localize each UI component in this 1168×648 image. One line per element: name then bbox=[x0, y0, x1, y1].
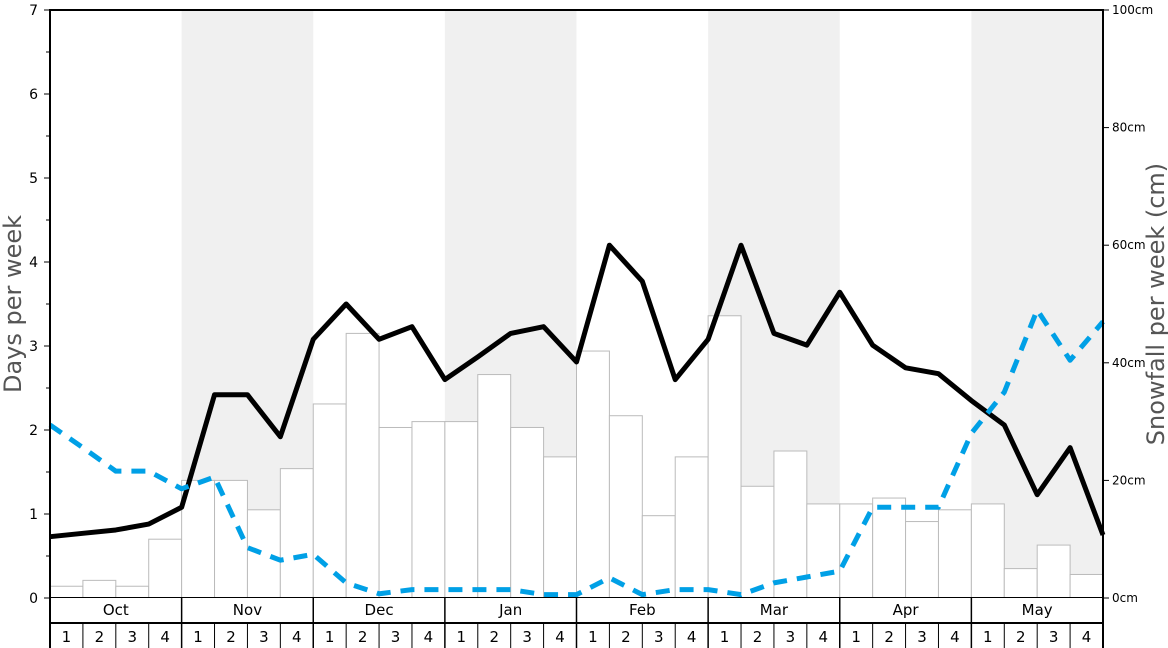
y-tick-label: 0 bbox=[29, 591, 38, 607]
snowfall-bar bbox=[641, 515, 676, 599]
week-label: 1 bbox=[983, 628, 993, 646]
snowfall-bar bbox=[345, 332, 380, 599]
snowfall-bar bbox=[115, 585, 150, 599]
month-label: Feb bbox=[629, 601, 656, 619]
y-tick-label: 7 bbox=[29, 3, 38, 19]
y2-tick-label: 20cm bbox=[1112, 473, 1146, 487]
snowfall-bar bbox=[905, 521, 939, 599]
week-label: 3 bbox=[917, 628, 927, 646]
month-label: Mar bbox=[760, 601, 789, 619]
snowfall-bar bbox=[411, 421, 446, 599]
snowfall-bar bbox=[970, 503, 1005, 599]
week-label: 2 bbox=[884, 628, 894, 646]
week-label: 1 bbox=[588, 628, 598, 646]
snowfall-bar bbox=[937, 509, 972, 599]
solid-series-line bbox=[49, 242, 1106, 540]
dashed-series-line bbox=[48, 307, 1105, 598]
week-label: 2 bbox=[621, 628, 631, 646]
week-label: 3 bbox=[391, 628, 401, 646]
week-label: 1 bbox=[457, 628, 467, 646]
week-label: 3 bbox=[786, 628, 796, 646]
y-tick-label: 5 bbox=[29, 171, 38, 187]
week-label: 2 bbox=[358, 628, 368, 646]
snowfall-bar bbox=[543, 456, 577, 599]
week-label: 3 bbox=[654, 628, 664, 646]
snowfall-bar bbox=[1036, 544, 1071, 599]
week-label: 2 bbox=[753, 628, 763, 646]
y-tick-label: 1 bbox=[29, 507, 38, 523]
y-axis-label: Days per week bbox=[0, 215, 27, 393]
week-label: 3 bbox=[259, 628, 269, 646]
snowfall-bar bbox=[1003, 568, 1038, 599]
week-label: 1 bbox=[62, 628, 72, 646]
snowfall-bar bbox=[49, 585, 84, 599]
week-label: 2 bbox=[489, 628, 499, 646]
snowfall-bar bbox=[872, 497, 907, 599]
snowfall-bar bbox=[674, 456, 709, 599]
month-shade bbox=[971, 10, 1103, 598]
week-label: 1 bbox=[851, 628, 861, 646]
snowfall-bar bbox=[510, 426, 545, 599]
snowfall-bar bbox=[608, 415, 643, 599]
snowfall-bar bbox=[740, 485, 775, 599]
week-label: 4 bbox=[1082, 628, 1092, 646]
month-label: Oct bbox=[103, 601, 129, 619]
snowfall-bar bbox=[1069, 573, 1104, 599]
week-label: 4 bbox=[555, 628, 565, 646]
week-label: 4 bbox=[950, 628, 960, 646]
snowfall-bar bbox=[444, 421, 479, 599]
week-label: 4 bbox=[424, 628, 434, 646]
week-label: 3 bbox=[127, 628, 137, 646]
month-label: May bbox=[1022, 601, 1053, 619]
snowfall-bar bbox=[707, 315, 742, 599]
y-tick-label: 4 bbox=[29, 255, 38, 271]
month-label: Nov bbox=[233, 601, 262, 619]
y2-tick-label: 100cm bbox=[1112, 3, 1153, 17]
month-label: Jan bbox=[498, 601, 522, 619]
month-label: Apr bbox=[893, 601, 920, 619]
snowfall-bar bbox=[148, 538, 183, 599]
week-label: 1 bbox=[325, 628, 335, 646]
y-tick-label: 2 bbox=[29, 423, 38, 439]
snowfall-bar bbox=[82, 579, 117, 599]
y2-tick-label: 80cm bbox=[1112, 121, 1146, 135]
y2-tick-label: 60cm bbox=[1112, 238, 1146, 252]
snowfall-bar bbox=[773, 450, 808, 599]
y2-tick-label: 0cm bbox=[1112, 591, 1138, 605]
week-label: 1 bbox=[720, 628, 730, 646]
snowfall-bar bbox=[246, 509, 281, 599]
snowfall-bar bbox=[378, 426, 413, 599]
week-label: 3 bbox=[522, 628, 532, 646]
snowfall-bar bbox=[181, 479, 216, 599]
week-label: 2 bbox=[1016, 628, 1026, 646]
snowfall-bar bbox=[576, 350, 610, 599]
week-label: 4 bbox=[292, 628, 302, 646]
y2-axis-label: Snowfall per week (cm) bbox=[1142, 163, 1168, 445]
week-label: 4 bbox=[687, 628, 697, 646]
y-tick-label: 6 bbox=[29, 87, 38, 103]
week-label: 4 bbox=[160, 628, 170, 646]
y2-tick-label: 40cm bbox=[1112, 356, 1146, 370]
week-label: 1 bbox=[193, 628, 203, 646]
week-label: 2 bbox=[226, 628, 236, 646]
snowfall-bar bbox=[477, 374, 512, 599]
y-tick-label: 3 bbox=[29, 339, 38, 355]
snowfall-bar bbox=[312, 403, 347, 599]
snowfall-bar bbox=[279, 468, 314, 599]
week-label: 3 bbox=[1049, 628, 1059, 646]
snowfall-bar bbox=[806, 503, 841, 599]
week-label: 2 bbox=[95, 628, 105, 646]
month-label: Dec bbox=[365, 601, 394, 619]
week-label: 4 bbox=[819, 628, 829, 646]
